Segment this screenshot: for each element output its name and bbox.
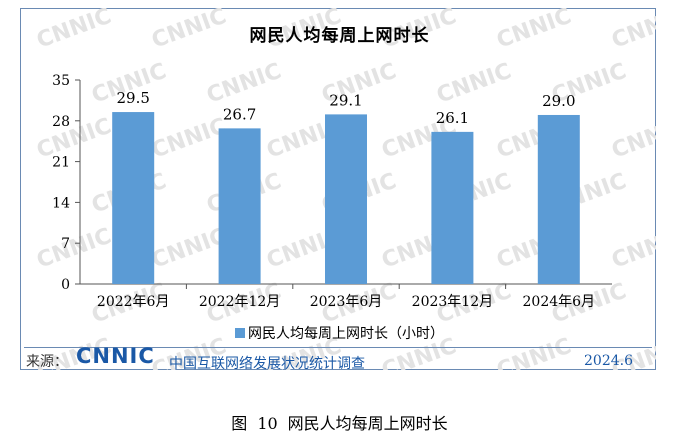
footer-source-label: 来源： — [26, 354, 68, 370]
x-tick-label: 2023年6月 — [310, 294, 383, 310]
data-label: 29.5 — [116, 89, 149, 107]
x-tick-label: 2022年6月 — [97, 294, 170, 310]
legend-label: 网民人均每周上网时长（小时） — [248, 326, 444, 342]
y-tick-label: 21 — [52, 155, 70, 171]
footer-date: 2024.6 — [584, 353, 633, 369]
figure-caption: 图 10 网民人均每周上网时长 — [0, 410, 679, 434]
caption-text: 网民人均每周上网时长 — [287, 414, 448, 433]
y-tick-label: 28 — [52, 114, 70, 130]
data-label: 26.7 — [223, 105, 256, 123]
chart-title: 网民人均每周上网时长 — [249, 26, 430, 46]
x-tick-label: 2022年12月 — [199, 294, 280, 310]
x-tick-label: 2023年12月 — [412, 294, 493, 310]
y-tick-label: 35 — [52, 73, 70, 89]
y-tick-label: 7 — [61, 236, 70, 252]
legend-swatch — [235, 328, 245, 338]
footer-survey-name: 中国互联网络发展状况统计调查 — [169, 356, 365, 372]
bar — [431, 131, 474, 284]
bar — [325, 114, 367, 284]
bar — [112, 112, 155, 284]
caption-number: 10 — [257, 414, 278, 433]
footer-divider — [24, 347, 652, 348]
data-label: 26.1 — [436, 109, 469, 127]
y-tick-label: 0 — [61, 277, 70, 293]
legend: 网民人均每周上网时长（小时） — [0, 323, 679, 343]
cnnic-logo: CNNIC — [76, 344, 155, 368]
x-tick-label: 2024年6月 — [523, 294, 596, 310]
bar — [218, 128, 261, 284]
y-tick-label: 14 — [52, 195, 70, 211]
data-label: 29.1 — [329, 91, 362, 109]
bar — [537, 114, 580, 284]
caption-prefix: 图 — [231, 414, 248, 433]
data-label: 29.0 — [542, 92, 575, 110]
